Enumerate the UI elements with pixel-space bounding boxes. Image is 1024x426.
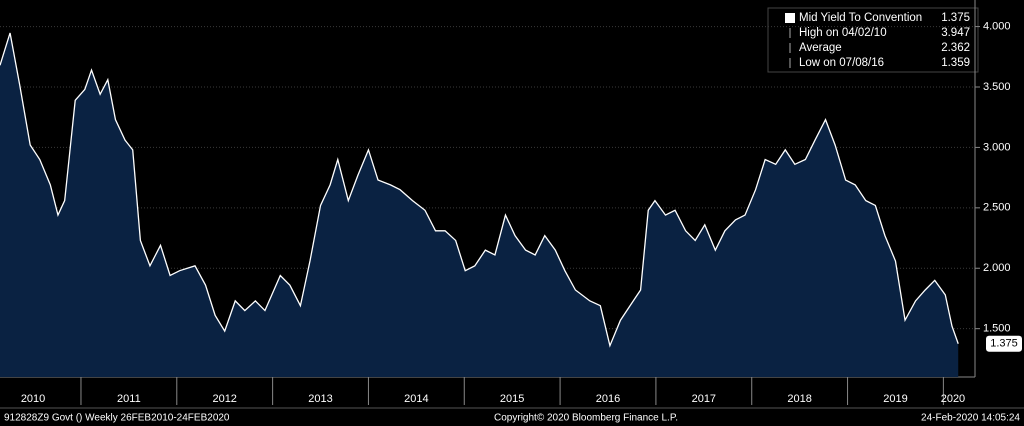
x-tick-label: 2019 (883, 393, 907, 405)
x-tick-label: 2020 (941, 393, 965, 405)
footer-left: 912828Z9 Govt () Weekly 26FEB2010-24FEB2… (4, 413, 230, 424)
legend-value: 3.947 (941, 27, 970, 39)
legend-value: 2.362 (941, 42, 970, 54)
x-tick-label: 2015 (500, 393, 524, 405)
y-tick-label: 2.500 (983, 202, 1011, 214)
y-tick-label: 4.000 (983, 20, 1011, 32)
y-tick-label: 3.000 (983, 141, 1011, 153)
x-tick-label: 2018 (787, 393, 811, 405)
area (0, 32, 959, 378)
y-tick-label: 1.500 (983, 323, 1011, 335)
x-tick-label: 2010 (21, 393, 45, 405)
legend-label: High on 04/02/10 (799, 27, 887, 39)
x-tick-label: 2011 (117, 393, 141, 405)
line (0, 32, 959, 348)
legend-label: Average (799, 42, 842, 54)
x-tick-label: 2014 (404, 393, 428, 405)
x-tick-label: 2013 (308, 393, 332, 405)
last-value-label: 1.375 (990, 338, 1018, 350)
last-value-tag (986, 335, 1022, 352)
y-tick-label: 3.500 (983, 81, 1011, 93)
legend-label: Low on 07/08/16 (799, 57, 884, 69)
footer-right: 24-Feb-2020 14:05:24 (921, 413, 1020, 424)
legend-value: 1.359 (941, 57, 970, 69)
legend-box (767, 7, 979, 73)
legend-value: 1.375 (941, 12, 970, 24)
x-tick-label: 2012 (212, 393, 236, 405)
legend-swatch (785, 13, 795, 23)
footer-center: Copyright© 2020 Bloomberg Finance L.P. (494, 413, 678, 424)
x-tick-label: 2016 (596, 393, 620, 405)
legend-label: Mid Yield To Convention (799, 12, 922, 24)
y-tick-label: 2.000 (983, 262, 1011, 274)
x-tick-label: 2017 (692, 393, 716, 405)
